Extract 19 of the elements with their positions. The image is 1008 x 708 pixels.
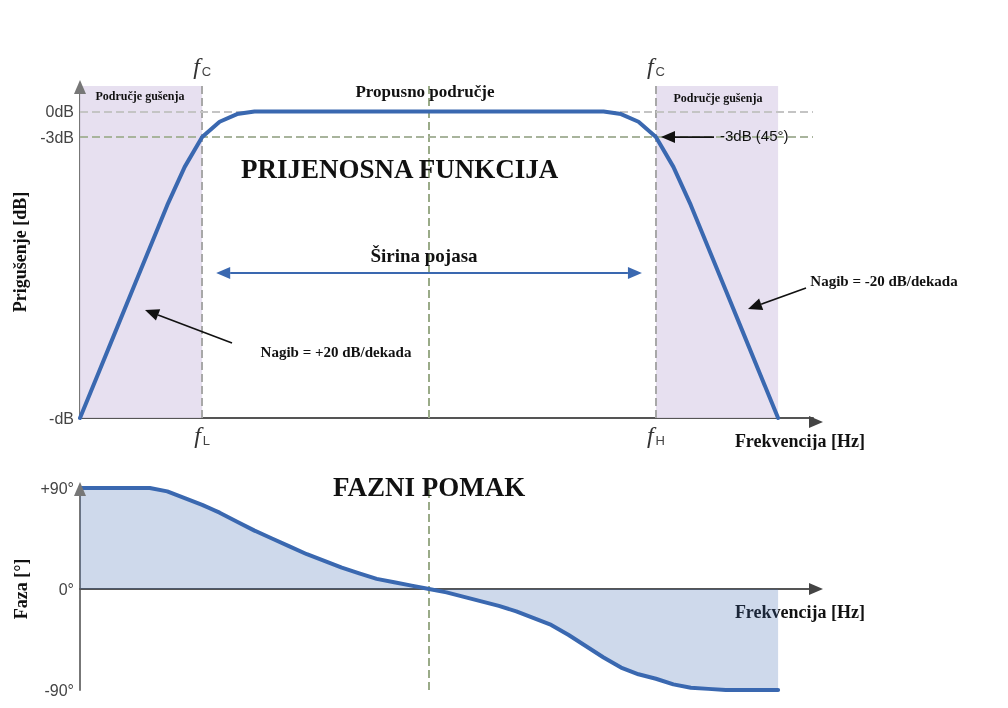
y-tick-label: -90° [44, 681, 74, 699]
annotation: Područje gušenja [95, 88, 185, 103]
annotation: Područje gušenja [673, 90, 763, 105]
annotation: Širina pojasa [370, 245, 479, 267]
x-axis-title: Frekvencija [Hz] [734, 602, 865, 622]
y-tick-label: 0° [58, 580, 74, 598]
annotation: Nagib = -20 dB/dekada [810, 273, 959, 290]
annotation: -3dB (45°) [720, 127, 789, 145]
annotation: Propusno područje [355, 81, 495, 101]
annotation: Nagib = +20 dB/dekada [260, 344, 412, 361]
y-axis-title: Prigušenje [dB] [10, 191, 31, 313]
x-axis-title: Frekvencija [Hz] [734, 431, 865, 451]
y-tick-label: 0dB [45, 103, 74, 121]
text: PRIJENOSNA FUNKCIJA [241, 153, 559, 184]
chart-title: FAZNI POMAK [333, 471, 526, 502]
y-axis-title: Faza [°] [10, 558, 31, 620]
y-tick-label: +90° [40, 479, 74, 497]
y-tick-label: -3dB [40, 128, 74, 146]
y-tick-label: -dB [49, 409, 74, 427]
